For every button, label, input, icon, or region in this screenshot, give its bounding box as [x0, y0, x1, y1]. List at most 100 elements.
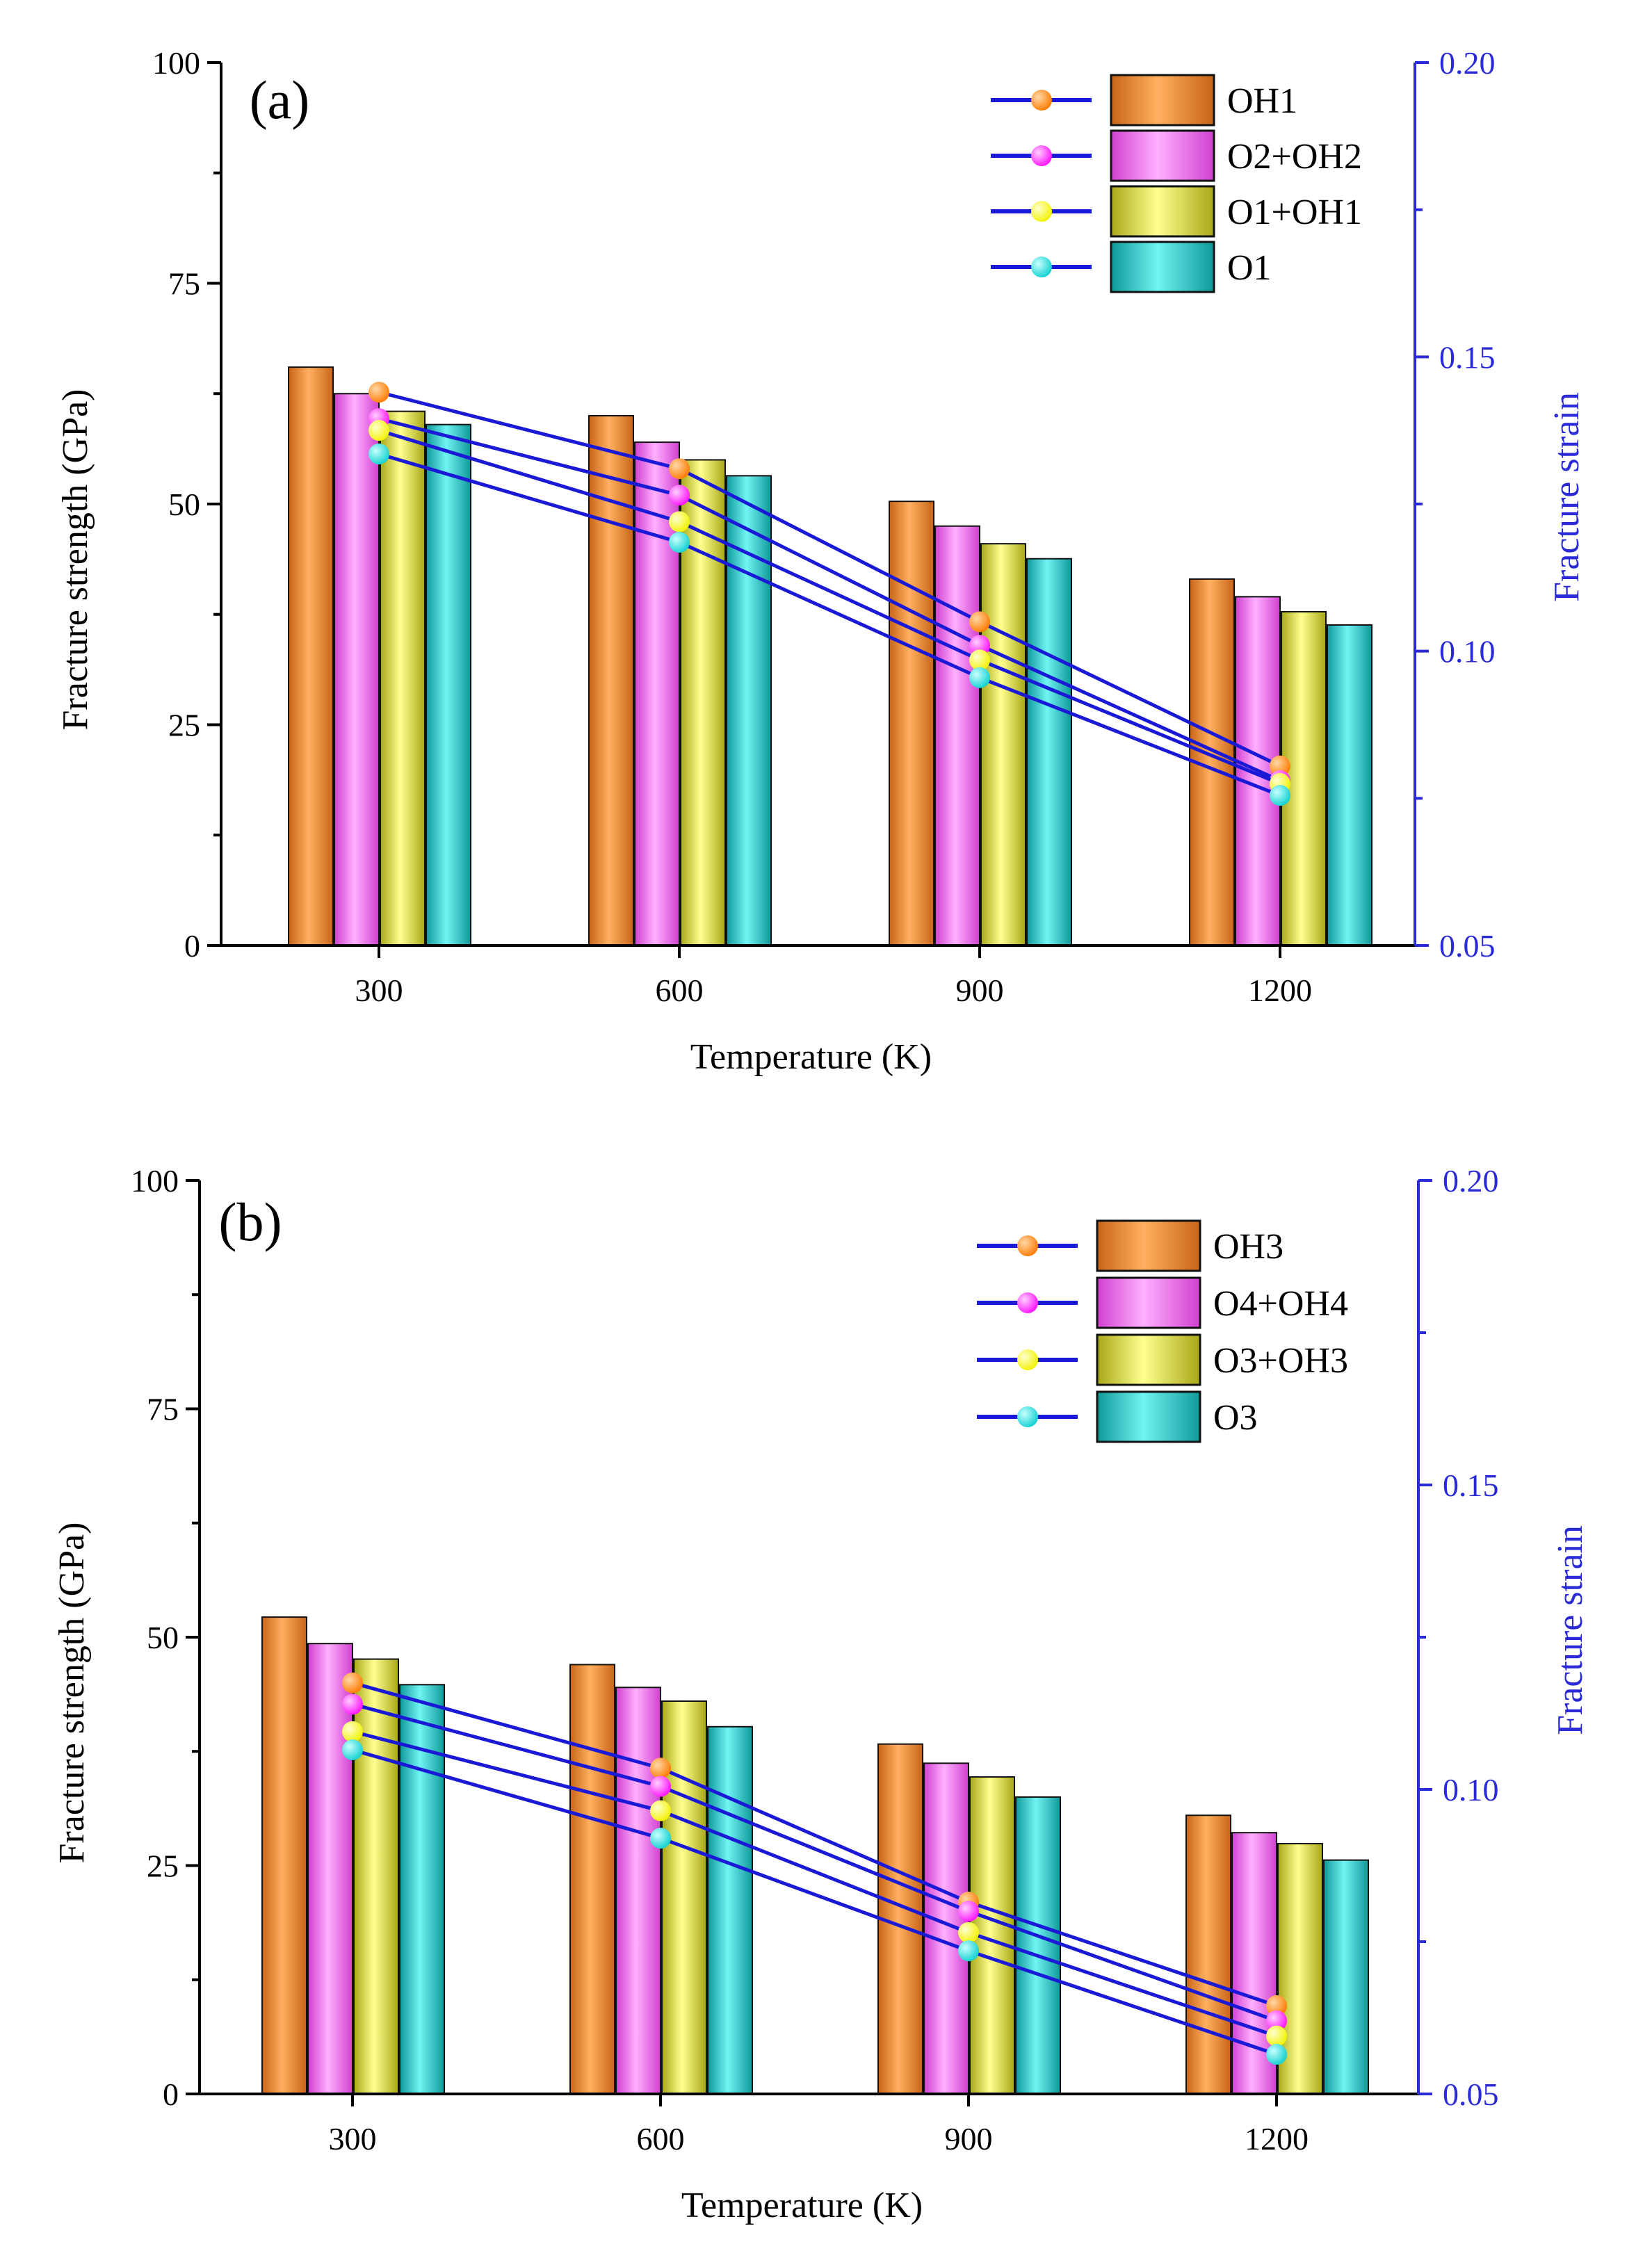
marker-O1-300	[369, 444, 389, 465]
legend-swatch-O1	[1110, 241, 1215, 293]
x-tick-label-600: 600	[637, 2121, 685, 2157]
panel-label: (b)	[219, 1192, 282, 1252]
legend-label-O3: O3	[1213, 1398, 1258, 1438]
bar-OH3-300	[261, 1616, 307, 2095]
bar-O4+OH4-600	[615, 1687, 661, 2095]
x-tick-label-1200: 1200	[1248, 973, 1312, 1008]
marker-O2+OH2-900	[969, 635, 990, 656]
y2-axis-title: Fracture strain	[1550, 1525, 1590, 1735]
line-O3+OH3	[352, 1730, 1277, 2038]
y2-tick-label: 0.10	[1439, 634, 1496, 669]
x-tick-label-1200: 1200	[1245, 2121, 1309, 2157]
y-tick-label: 100	[152, 45, 200, 81]
marker-O1-900	[969, 667, 990, 688]
y-tick-label: 0	[163, 2077, 179, 2112]
y-tick-label: 75	[168, 266, 200, 302]
legend-swatch-OH1	[1110, 74, 1215, 127]
legend-label-O4+OH4: O4+OH4	[1213, 1284, 1348, 1324]
marker-O2+OH2-600	[669, 485, 690, 506]
legend-label-OH3: OH3	[1213, 1227, 1283, 1267]
marker-O1+OH1-600	[669, 511, 690, 533]
line-O1	[378, 452, 1281, 797]
legend-label-O3+OH3: O3+OH3	[1213, 1341, 1348, 1381]
marker-O1-600	[669, 532, 690, 553]
bar-O3-1200	[1323, 1859, 1369, 2095]
marker-O4+OH4-600	[650, 1776, 671, 1797]
y-tick-label: 0	[184, 928, 200, 964]
bar-O1+OH1-300	[380, 410, 426, 946]
y2-tick-label: 0.20	[1439, 45, 1496, 81]
bar-O1-600	[726, 475, 772, 946]
y2-tick-label: 0.20	[1443, 1163, 1499, 1199]
marker-O1+OH1-900	[969, 649, 990, 671]
marker-OH1-900	[969, 611, 990, 633]
bar-O1-900	[1026, 558, 1072, 946]
line-O1+OH1	[378, 428, 1281, 786]
line-O2+OH2	[378, 416, 1281, 783]
y2-tick-label: 0.15	[1439, 339, 1496, 375]
bar-O2+OH2-300	[334, 393, 380, 946]
x-axis-title: Temperature (K)	[681, 2186, 923, 2225]
x-tick-label-300: 300	[329, 2121, 377, 2157]
legend-swatch-O3	[1096, 1390, 1201, 1443]
bar-O3-900	[1015, 1796, 1061, 2095]
y2-tick-label: 0.05	[1443, 2077, 1499, 2112]
legend-swatch-O3+OH3	[1096, 1333, 1201, 1386]
y-axis-title: Fracture strength (GPa)	[52, 1522, 92, 1864]
x-axis-title: Temperature (K)	[690, 1037, 932, 1077]
marker-O3+OH3-900	[958, 1922, 979, 1943]
y2-tick-label: 0.05	[1439, 928, 1496, 964]
marker-O3-900	[958, 1940, 979, 1962]
panel-a: 0 25 50 75 100 0.05 0.10 0.15 0.20 300 600 900 1200 T…	[56, 45, 1587, 1077]
y-tick-label: 50	[168, 487, 200, 522]
marker-O1-1200	[1270, 785, 1290, 806]
bar-O3-600	[707, 1725, 753, 2095]
bar-OH1-300	[288, 366, 334, 946]
legend-swatch-O1+OH1	[1110, 185, 1215, 238]
legend-marker-O3	[1017, 1406, 1038, 1427]
marker-O3+OH3-1200	[1266, 2025, 1287, 2047]
x-tick-label-900: 900	[945, 2121, 993, 2157]
legend-marker-O3+OH3	[1017, 1349, 1038, 1370]
y-tick-label: 25	[168, 708, 200, 743]
x-tick-label-300: 300	[355, 973, 403, 1008]
y-tick-label: 25	[147, 1849, 179, 1884]
legend-swatch-O4+OH4	[1096, 1276, 1201, 1329]
marker-O3-1200	[1266, 2044, 1287, 2065]
marker-O3-300	[342, 1739, 363, 1761]
bar-OH1-900	[889, 501, 934, 946]
legend-marker-OH1	[1031, 90, 1052, 111]
marker-O3+OH3-300	[342, 1721, 363, 1742]
line-OH3	[352, 1681, 1277, 2008]
y2-tick-label: 0.15	[1443, 1468, 1499, 1503]
bar-O1-300	[426, 423, 471, 946]
marker-O3+OH3-600	[650, 1800, 671, 1821]
marker-OH3-300	[342, 1672, 363, 1694]
y2-axis-title: Fracture strain	[1547, 392, 1587, 602]
panel-b: 0 25 50 75 100 0.05 0.10 0.15 0.20 300 600 900 1200 T…	[52, 1163, 1590, 2225]
x-tick-label-600: 600	[656, 973, 704, 1008]
line-O3	[352, 1748, 1277, 2056]
y-tick-label: 50	[147, 1620, 179, 1655]
y2-tick-label: 0.10	[1443, 1772, 1499, 1808]
bar-O1+OH1-900	[980, 543, 1026, 946]
marker-O1+OH1-300	[369, 420, 389, 441]
x-tick-label-900: 900	[956, 973, 1004, 1008]
bar-O1-1200	[1327, 624, 1372, 946]
legend-marker-O1+OH1	[1031, 201, 1052, 222]
marker-O4+OH4-900	[958, 1901, 979, 1922]
legend-swatch-O2+OH2	[1110, 129, 1215, 182]
bar-O3+OH3-600	[661, 1700, 707, 2095]
marker-OH3-1200	[1266, 1995, 1287, 2016]
legend-marker-O1	[1031, 257, 1052, 277]
bar-OH3-600	[569, 1664, 615, 2095]
y-tick-label: 75	[147, 1392, 179, 1427]
legend-label-O2+OH2: O2+OH2	[1227, 137, 1362, 177]
legend-label-O1: O1	[1227, 248, 1272, 288]
line-O4+OH4	[352, 1702, 1277, 2023]
marker-O4+OH4-1200	[1266, 2010, 1287, 2031]
y-tick-label: 100	[131, 1163, 179, 1199]
bar-OH3-1200	[1185, 1814, 1231, 2095]
marker-O3-600	[650, 1828, 671, 1849]
